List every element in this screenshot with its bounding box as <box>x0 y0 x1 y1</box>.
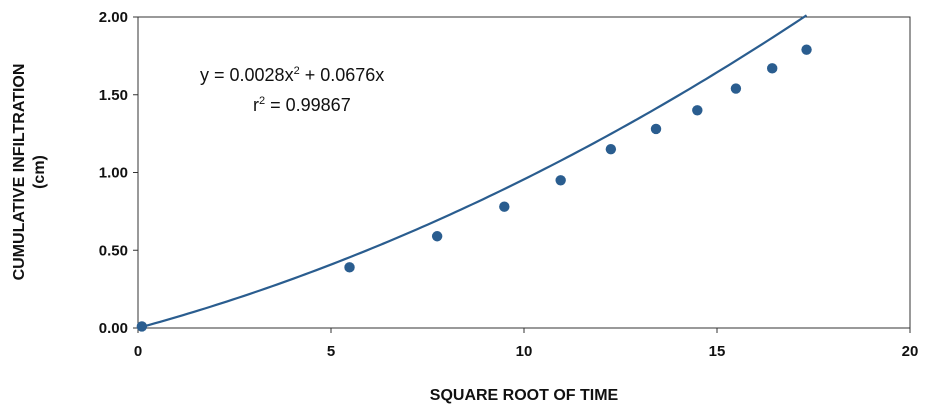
data-point <box>650 123 662 135</box>
y-tick-label: 2.00 <box>99 9 128 26</box>
data-points <box>136 44 812 332</box>
r-squared-label: r2 = 0.99867 <box>253 95 351 115</box>
x-tick-label: 10 <box>516 343 533 360</box>
y-tick-label: 1.50 <box>99 87 128 104</box>
x-tick-label: 5 <box>327 343 335 360</box>
trendline-curve <box>137 14 808 330</box>
data-point <box>801 44 812 55</box>
data-point <box>766 63 778 74</box>
data-point <box>431 231 443 242</box>
x-tick-label: 20 <box>902 343 919 360</box>
trendline-equation: y = 0.0028x2 + 0.0676x <box>200 65 384 85</box>
data-point <box>344 262 355 273</box>
axis-ticks: 0.00 0.50 1.00 1.50 2.00 0 5 10 15 20 <box>99 9 919 360</box>
data-point <box>692 105 703 116</box>
y-tick-label: 1.00 <box>99 165 128 182</box>
y-axis-title-line2: (cm) <box>31 155 48 189</box>
y-axis-title: CUMULATIVE INFILTRATION (cm) <box>11 64 48 281</box>
x-axis-title: SQUARE ROOT OF TIME <box>430 387 619 404</box>
y-axis-title-line1: CUMULATIVE INFILTRATION <box>11 64 28 281</box>
plot-area-frame <box>137 16 911 329</box>
data-point <box>730 83 742 94</box>
x-tick-label: 15 <box>709 343 726 360</box>
data-point <box>555 175 566 186</box>
data-point <box>136 321 148 332</box>
data-point <box>499 201 510 212</box>
y-tick-label: 0.50 <box>99 242 128 259</box>
data-point <box>605 143 617 155</box>
x-tick-label: 0 <box>134 343 142 360</box>
y-tick-label: 0.00 <box>99 320 128 337</box>
